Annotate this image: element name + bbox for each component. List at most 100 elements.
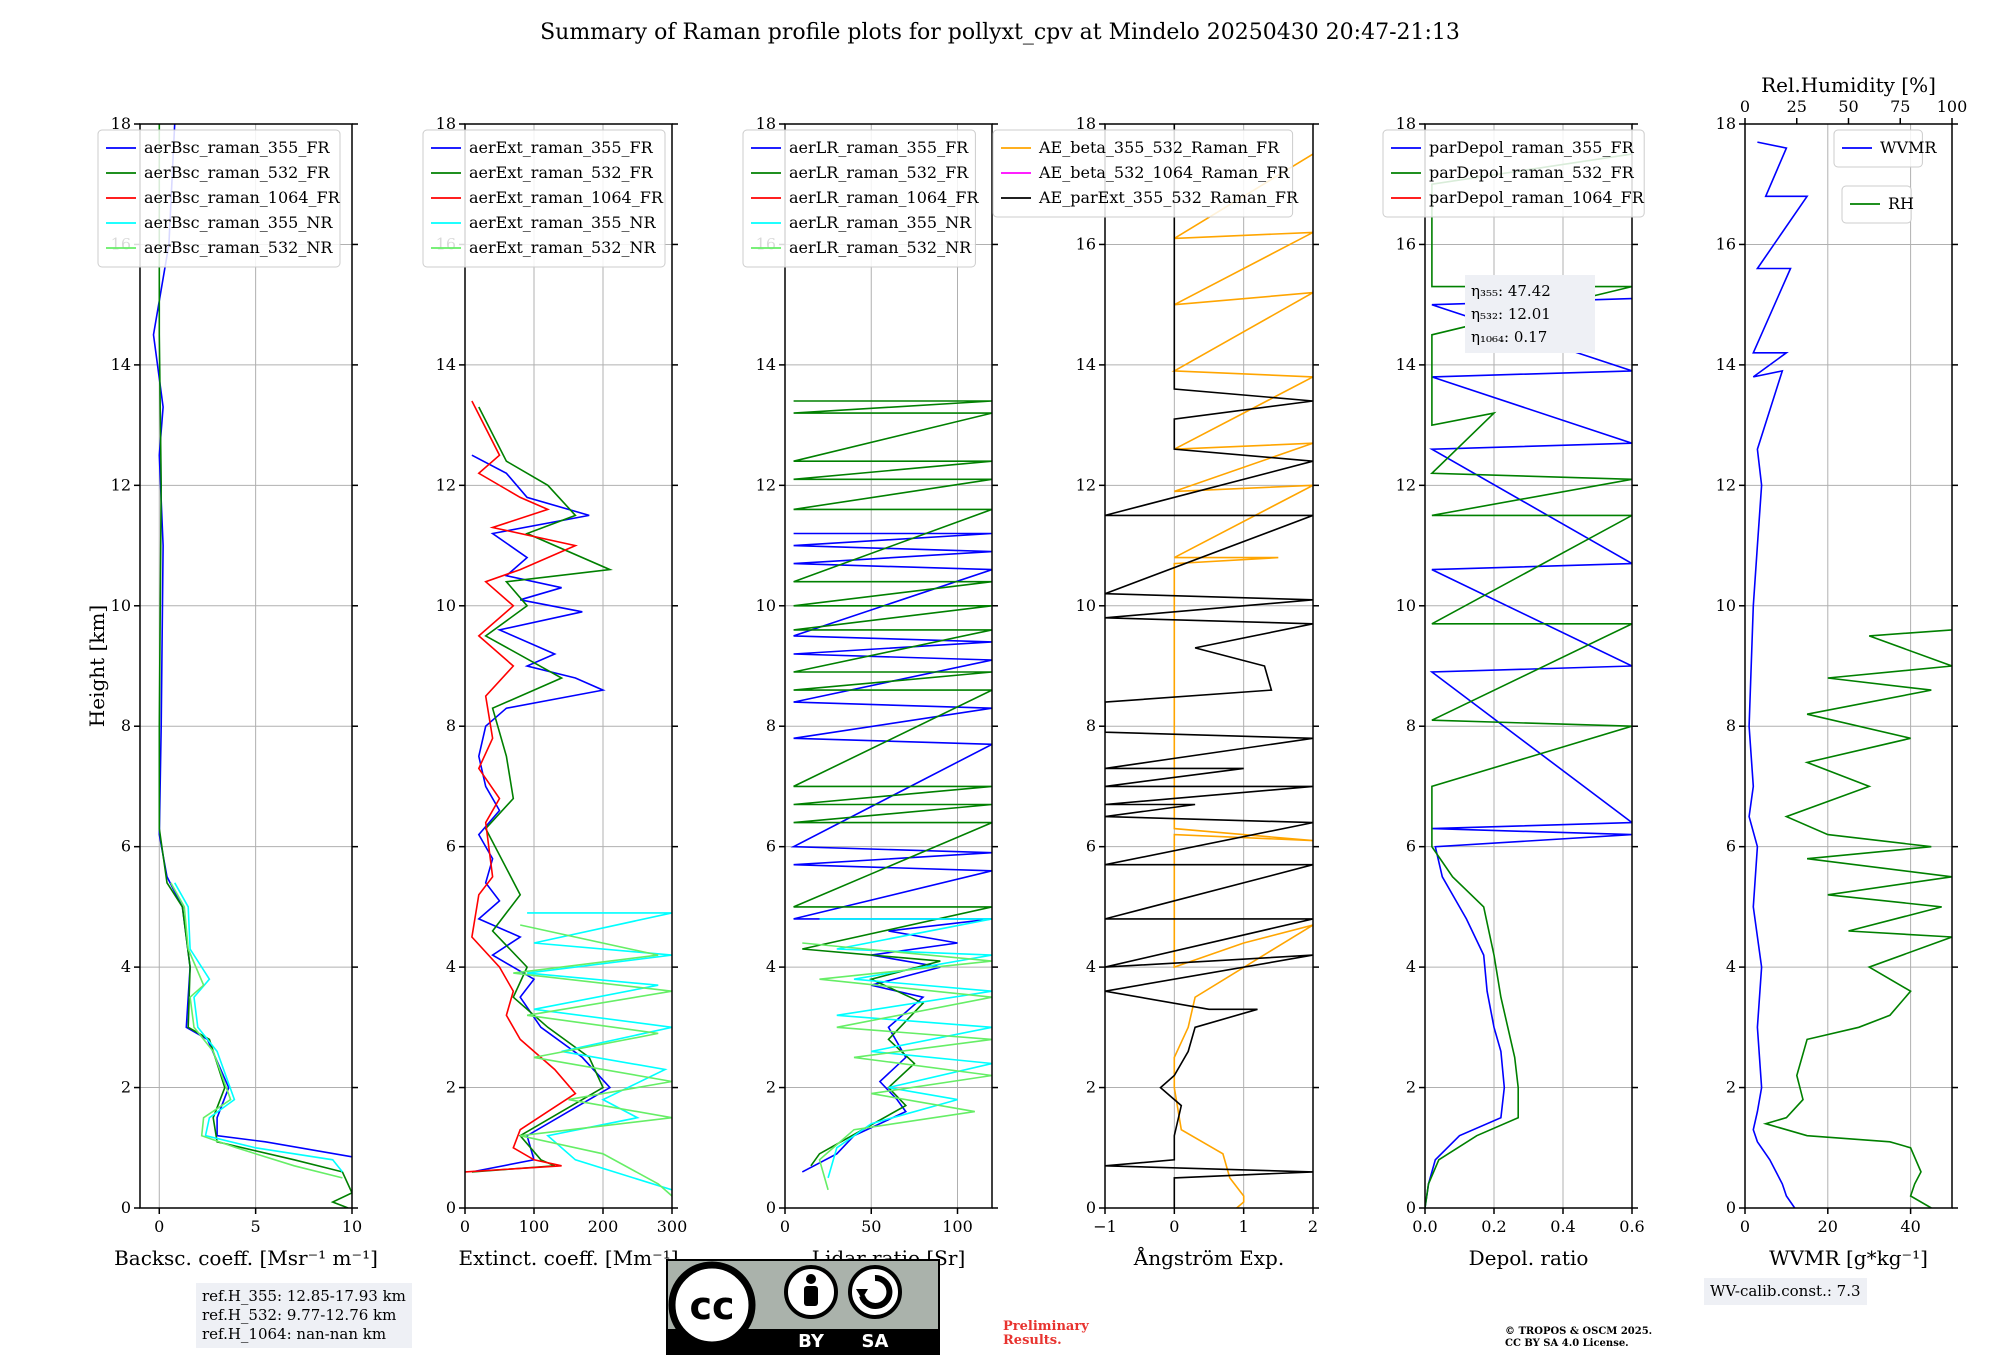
- y-tick-label: 4: [1406, 957, 1416, 976]
- series-group: [1748, 141, 1952, 1208]
- x-tick-label: 1: [1239, 1217, 1249, 1236]
- y-tick-label: 14: [1716, 355, 1736, 374]
- plot-frame: [784, 123, 993, 1209]
- series-line-aerBsc_raman_532_NR: [170, 882, 343, 1179]
- y-tick-label: 16: [1716, 234, 1736, 253]
- legend: RH: [1841, 185, 1914, 224]
- y-tick-label: 0: [446, 1198, 456, 1217]
- legend-frame: [1833, 129, 1923, 168]
- y-axis-label: Height [km]: [85, 605, 109, 727]
- series-line-parDepol_raman_532_FR: [1425, 153, 1632, 1208]
- x-tick-label: 50: [861, 1217, 881, 1236]
- legend: WVMR: [1833, 129, 1937, 168]
- y-tick-label: 2: [1406, 1078, 1416, 1097]
- series-line-aerBsc_raman_355_FR: [152, 124, 352, 1158]
- legend-entry: parDepol_raman_1064_FR: [1429, 188, 1645, 207]
- x-tick-label: 300: [657, 1217, 688, 1236]
- page-title: Summary of Raman profile plots for polly…: [540, 20, 1460, 45]
- top-x-tick-label: 0: [1740, 97, 1750, 116]
- y-tick-label: 6: [121, 837, 131, 856]
- sa-share-icon: [848, 1265, 902, 1319]
- by-label: BY: [798, 1331, 825, 1352]
- y-tick-label: 8: [1406, 716, 1416, 735]
- legend-entry: aerExt_raman_355_FR: [469, 138, 654, 157]
- y-tick-label: 8: [1086, 716, 1096, 735]
- ref-height-355: ref.H_355: 12.85-17.93 km: [202, 1287, 406, 1305]
- preliminary-note: Preliminary Results.: [1003, 1320, 1089, 1348]
- plot-area: [140, 124, 352, 1208]
- y-tick-label: 8: [766, 716, 776, 735]
- top-x-tick-label: 100: [1937, 97, 1968, 116]
- y-tick-label: 8: [446, 716, 456, 735]
- legend-frame: [742, 129, 976, 268]
- series-group: [790, 400, 992, 1191]
- copyright-line-2: CC BY SA 4.0 License.: [1505, 1338, 1629, 1349]
- panel-depolarization: 0 2 4 6 8 10 12 14 16 18 0.0 0.2 0.4 0.6 Depol. ratio p…: [1382, 114, 1645, 1270]
- x-tick-label: 100: [519, 1217, 550, 1236]
- y-tick-label: 12: [1396, 475, 1416, 494]
- x-tick-label: 0.0: [1412, 1217, 1437, 1236]
- legend-entry: aerLR_raman_355_FR: [789, 138, 969, 157]
- copyright-line-1: © TROPOS & OSCM 2025.: [1505, 1326, 1653, 1337]
- plot-frame: [1104, 123, 1314, 1209]
- plot-frame: [464, 123, 673, 1209]
- cc-icon: cc: [689, 1284, 734, 1328]
- y-tick-label: 2: [446, 1078, 456, 1097]
- y-tick-label: 18: [756, 114, 776, 133]
- x-tick-label: 2: [1308, 1217, 1318, 1236]
- y-tick-label: 14: [1396, 355, 1416, 374]
- legend-entry: RH: [1888, 194, 1914, 213]
- y-tick-label: 8: [1726, 716, 1736, 735]
- y-tick-label: 14: [436, 355, 456, 374]
- legend: aerLR_raman_355_FR aerLR_raman_532_FR aerL…: [742, 129, 979, 268]
- x-tick-label: 5: [251, 1217, 261, 1236]
- x-axis-label: WVMR [g*kg⁻¹]: [1769, 1246, 1928, 1270]
- y-tick-label: 16: [1076, 234, 1096, 253]
- legend-entry: AE_parExt_355_532_Raman_FR: [1038, 188, 1299, 207]
- y-tick-label: 8: [121, 716, 131, 735]
- series-line-parDepol_raman_355_FR: [1425, 297, 1632, 1208]
- y-tick-label: 18: [1076, 114, 1096, 133]
- series-line-aerExt_raman_1064_FR: [465, 400, 578, 1173]
- series-line-aerLR_raman_532_NR: [802, 942, 992, 1191]
- y-tick-label: 0: [121, 1198, 131, 1217]
- annotation-line: η₃₅₅: 47.42: [1471, 282, 1551, 300]
- legend-entry: aerBsc_raman_532_NR: [144, 238, 333, 257]
- legend-entry: aerLR_raman_1064_FR: [789, 188, 979, 207]
- panel-backscatter: 0246810121416180510Backsc. coeff. [Msr⁻¹…: [97, 114, 378, 1270]
- y-tick-label: 10: [1396, 596, 1416, 615]
- y-tick-label: 4: [766, 957, 776, 976]
- y-tick-label: 4: [1726, 957, 1736, 976]
- y-tick-label: 0: [1726, 1198, 1736, 1217]
- series-group: [152, 124, 352, 1208]
- y-tick-label: 2: [1726, 1078, 1736, 1097]
- legend-entry: AE_beta_355_532_Raman_FR: [1038, 138, 1280, 157]
- copyright-note: © TROPOS & OSCM 2025. CC BY SA 4.0 Licen…: [1505, 1326, 1652, 1350]
- legend-entry: aerBsc_raman_532_FR: [144, 163, 330, 182]
- panel-extinction: 0246810121416180100200300Extinct. coeff.…: [422, 114, 688, 1270]
- legend-frame: [422, 129, 666, 268]
- ref-height-532: ref.H_532: 9.77-12.76 km: [202, 1306, 397, 1324]
- x-tick-label: 0.2: [1481, 1217, 1506, 1236]
- wv-calibration-box: WV-calib.const.: 7.3: [1704, 1278, 1867, 1305]
- x-tick-label: 40: [1900, 1217, 1920, 1236]
- x-tick-label: 200: [588, 1217, 619, 1236]
- y-tick-label: 0: [1406, 1198, 1416, 1217]
- y-tick-label: 18: [1716, 114, 1736, 133]
- y-tick-label: 18: [436, 114, 456, 133]
- legend-entry: aerBsc_raman_355_FR: [144, 138, 330, 157]
- x-tick-label: −1: [1093, 1217, 1117, 1236]
- y-tick-label: 12: [1076, 475, 1096, 494]
- series-group: [1425, 153, 1632, 1208]
- annotation-line: η₁₀₆₄: 0.17: [1471, 328, 1547, 346]
- y-tick-label: 10: [756, 596, 776, 615]
- preliminary-line-2: Results.: [1003, 1333, 1062, 1348]
- series-line-aerExt_raman_355_NR: [527, 912, 672, 1191]
- series-line-RH: [1762, 629, 1952, 1208]
- y-tick-label: 18: [1396, 114, 1416, 133]
- x-tick-label: 100: [942, 1217, 973, 1236]
- x-tick-label: 0.4: [1550, 1217, 1575, 1236]
- legend-entry: aerBsc_raman_355_NR: [144, 213, 333, 232]
- y-tick-label: 18: [111, 114, 131, 133]
- legend-entry: aerLR_raman_355_NR: [789, 213, 972, 232]
